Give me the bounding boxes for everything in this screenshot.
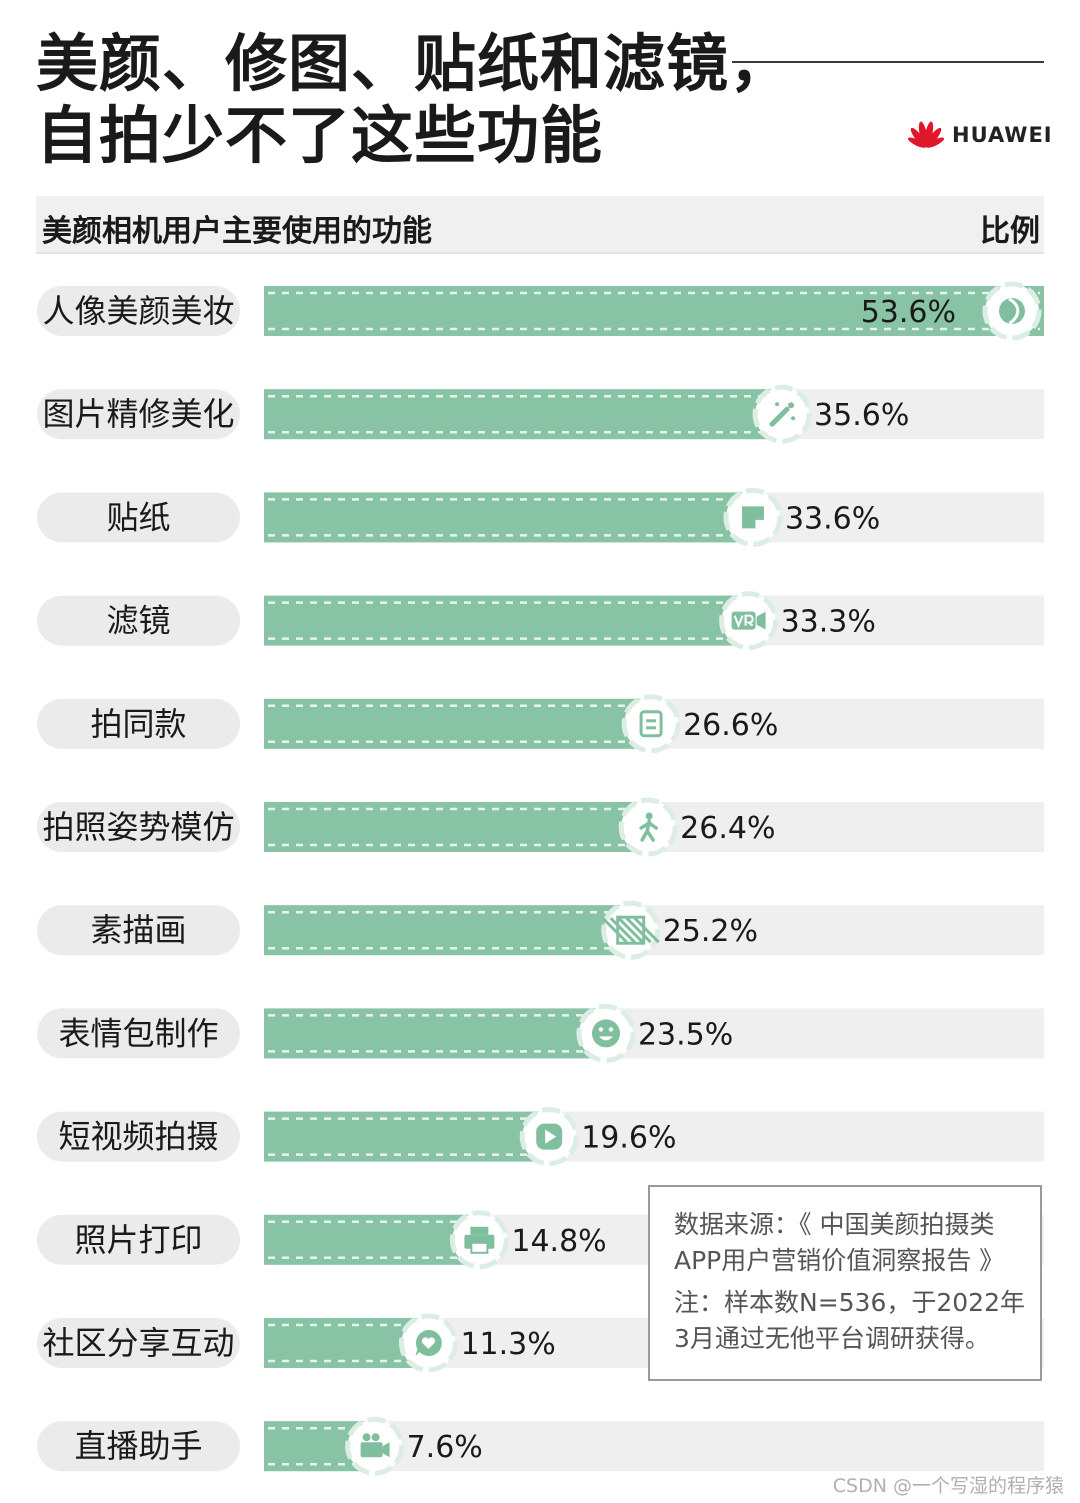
category-pill xyxy=(37,1214,240,1265)
category-label: 滤镜 xyxy=(106,602,170,640)
category-pill xyxy=(37,1111,240,1162)
hatched-square-icon xyxy=(601,900,661,960)
category-pill xyxy=(37,389,240,440)
category-label: 表情包制作 xyxy=(58,1014,218,1052)
value-label: 23.5% xyxy=(638,1017,733,1052)
face-icon xyxy=(982,281,1042,341)
value-label: 14.8% xyxy=(511,1224,606,1259)
chat-heart-icon xyxy=(398,1313,458,1373)
category-pill xyxy=(37,595,240,646)
category-label: 拍照姿势模仿 xyxy=(42,808,234,846)
camera-icon xyxy=(345,1416,405,1476)
play-icon xyxy=(519,1107,579,1167)
document-icon xyxy=(621,694,681,754)
title-line-2: 自拍少不了这些功能 xyxy=(36,99,604,172)
bar xyxy=(264,595,749,646)
category-pill xyxy=(37,286,240,336)
value-label: 19.6% xyxy=(581,1121,676,1156)
bar xyxy=(264,1111,550,1162)
bar xyxy=(264,492,753,543)
category-label: 社区分享互动 xyxy=(42,1324,234,1362)
bar xyxy=(264,1214,480,1265)
title-divider xyxy=(732,61,1044,63)
value-label: 7.6% xyxy=(407,1430,483,1465)
source-note-box: 数据来源：《 中国美颜拍摄类 APP用户营销价值洞察报告 》 注：样本数N=53… xyxy=(648,1185,1042,1381)
category-label: 照片打印 xyxy=(74,1221,202,1259)
table-header: 美颜相机用户主要使用的功能 比例 xyxy=(36,196,1044,254)
source-line-1: 数据来源：《 中国美颜拍摄类 xyxy=(674,1210,995,1239)
value-label: 35.6% xyxy=(814,398,909,433)
category-pill xyxy=(37,802,240,852)
vr-camera-icon xyxy=(719,591,779,651)
bar xyxy=(264,286,1044,336)
bar xyxy=(264,802,649,852)
category-pill xyxy=(37,1318,240,1368)
value-label: 25.2% xyxy=(663,914,758,949)
category-label: 贴纸 xyxy=(106,498,170,536)
source-line-2: APP用户营销价值洞察报告 》 xyxy=(674,1246,1005,1275)
bar xyxy=(264,698,652,749)
magic-wand-icon xyxy=(752,384,812,444)
printer-icon xyxy=(449,1210,509,1270)
bar xyxy=(264,1008,606,1059)
bar xyxy=(264,905,631,956)
title-line-1: 美颜、修图、贴纸和滤镜， xyxy=(36,27,793,100)
category-label: 人像美颜美妆 xyxy=(42,292,234,330)
huawei-logo-icon xyxy=(907,121,945,148)
page-title: 美颜、修图、贴纸和滤镜， 自拍少不了这些功能 xyxy=(36,28,792,172)
note-line-2: 3月通过无他平台调研获得。 xyxy=(674,1324,990,1353)
category-label: 短视频拍摄 xyxy=(58,1118,218,1156)
smiley-icon xyxy=(576,1003,636,1063)
note-line-1: 注：样本数N=536，于2022年 xyxy=(674,1288,1025,1317)
category-pill xyxy=(37,492,240,543)
category-pill xyxy=(37,1421,240,1472)
value-label: 11.3% xyxy=(460,1327,555,1362)
header-right-label: 比例 xyxy=(980,214,1040,249)
category-label: 素描画 xyxy=(90,911,186,949)
category-label: 图片精修美化 xyxy=(42,395,234,433)
category-label: 直播助手 xyxy=(74,1427,202,1465)
sticker-icon xyxy=(723,487,783,547)
value-label: 33.3% xyxy=(781,605,876,640)
category-pill xyxy=(37,1008,240,1059)
category-pill xyxy=(37,698,240,749)
watermark: CSDN @一个写湿的程序猿 xyxy=(832,1475,1064,1497)
value-label: 26.6% xyxy=(683,708,778,743)
value-label: 33.6% xyxy=(785,501,880,536)
value-label: 26.4% xyxy=(680,811,775,846)
walking-person-icon xyxy=(618,797,678,857)
value-label: 53.6% xyxy=(861,295,956,330)
brand: HUAWEI xyxy=(906,119,1053,151)
bar xyxy=(264,389,783,440)
brand-name: HUAWEI xyxy=(952,123,1053,147)
category-label: 拍同款 xyxy=(90,705,186,743)
header-left-label: 美颜相机用户主要使用的功能 xyxy=(42,214,432,249)
category-pill xyxy=(37,905,240,956)
